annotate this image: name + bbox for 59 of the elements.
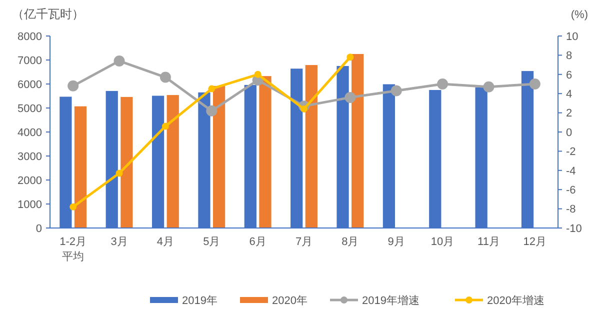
- point: [529, 78, 540, 90]
- bar: [120, 96, 133, 228]
- point: [208, 85, 216, 92]
- y2-tick-label: 0: [566, 126, 572, 139]
- point: [160, 72, 171, 83]
- legend-label: 2019年: [182, 294, 218, 307]
- point: [206, 105, 218, 116]
- y-tick-label: 4000: [18, 126, 42, 139]
- bar: [74, 106, 87, 228]
- x-tick-label: 12月: [523, 236, 547, 248]
- y-tick-label: 3000: [18, 150, 42, 163]
- point: [70, 203, 77, 210]
- y-tick-label: 7000: [18, 54, 42, 67]
- x-tick-label: 7月: [295, 236, 313, 248]
- point: [114, 55, 125, 66]
- x-tick-label: 8月: [342, 236, 359, 248]
- y2-tick-label: -8: [566, 204, 576, 216]
- point: [116, 170, 123, 177]
- y-tick-label: 6000: [18, 78, 42, 91]
- y2-tick-label: 6: [566, 69, 572, 82]
- y-tick-label: 2000: [18, 174, 42, 187]
- point: [346, 54, 354, 61]
- x-tick-label: 1-2月平均: [60, 236, 87, 263]
- y2-tick-label: 10: [566, 30, 578, 43]
- point: [437, 78, 448, 90]
- y2-tick-label: -2: [566, 146, 576, 158]
- y2-axis-title: (%): [570, 9, 588, 21]
- bar: [352, 54, 364, 228]
- y-tick-label: 0: [36, 222, 42, 235]
- point: [483, 81, 494, 92]
- y2-tick-label: -4: [566, 165, 576, 178]
- y-axis-title: （亿千瓦时）: [12, 7, 84, 21]
- y2-tick-label: -6: [566, 184, 576, 196]
- y2-tick-label: 2: [566, 108, 572, 120]
- y-tick-label: 1000: [18, 198, 42, 211]
- point: [254, 70, 262, 78]
- point: [162, 122, 169, 130]
- y2-tick-label: 4: [566, 88, 572, 100]
- x-tick-label: 10月: [430, 236, 454, 248]
- y-tick-label: 5000: [18, 102, 42, 115]
- bar: [166, 95, 179, 228]
- y-tick-label: 8000: [18, 30, 42, 43]
- y2-tick-label: -10: [566, 222, 582, 235]
- x-tick-label: 4月: [156, 236, 174, 248]
- point: [390, 85, 402, 96]
- bar: [305, 65, 318, 228]
- x-tick-label: 6月: [249, 236, 266, 248]
- legend-label: 2020年增速: [487, 294, 544, 307]
- bar: [212, 86, 226, 228]
- legend-label: 2020年: [272, 294, 308, 307]
- x-tick-label: 5月: [203, 236, 220, 248]
- x-tick-label: 3月: [110, 236, 128, 248]
- point: [68, 80, 79, 92]
- y2-tick-label: 8: [566, 50, 572, 62]
- legend-label: 2019年增速: [362, 294, 420, 307]
- x-tick-label: 9月: [388, 236, 405, 248]
- point: [344, 92, 356, 103]
- bar: [259, 76, 272, 228]
- x-tick-label: 11月: [478, 236, 500, 248]
